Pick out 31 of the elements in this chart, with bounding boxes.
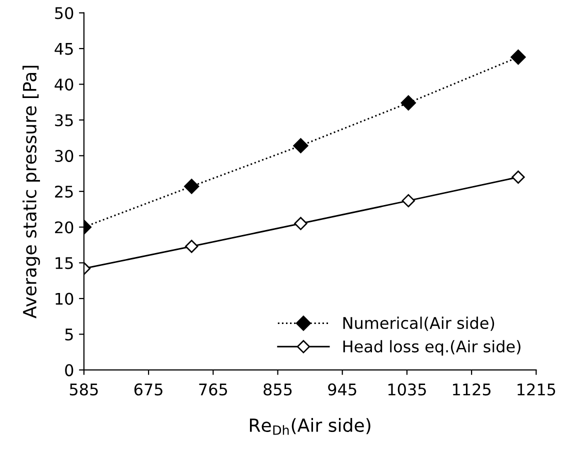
- y-tick-label: 25: [55, 186, 73, 198]
- x-axis-title: Re$_{Dh}$(Air side): [250, 418, 370, 435]
- y-tick-label: 50: [55, 7, 74, 20]
- y-tick-label: 35: [55, 114, 73, 126]
- y-tick-label: 15: [56, 257, 73, 270]
- x-tick-label: 1125: [452, 383, 490, 396]
- x-tick-label: 855: [264, 383, 292, 396]
- point: [402, 194, 415, 208]
- point: [185, 240, 198, 253]
- point: [400, 95, 416, 110]
- point: [293, 138, 308, 154]
- point: [294, 216, 308, 230]
- y-tick-label: 5: [65, 328, 73, 341]
- x-tick-label: 585: [70, 383, 98, 396]
- x-tick-label: 1035: [388, 383, 426, 396]
- x-tick-label: 1215: [518, 383, 556, 396]
- y-tick-label: 45: [54, 42, 73, 55]
- point: [512, 170, 525, 184]
- legend-label: Numerical(Air side): [343, 316, 494, 331]
- point: [184, 178, 200, 194]
- legend-label: Head loss eq.(Air side): [343, 340, 520, 356]
- y-tick-label: 30: [55, 150, 74, 162]
- y-tick-label: 10: [56, 292, 74, 305]
- x-tick-label: 945: [328, 383, 356, 396]
- point: [510, 50, 526, 65]
- y-tick-label: 40: [54, 78, 74, 91]
- x-tick-label: 765: [199, 383, 227, 396]
- x-tick-label: 675: [134, 383, 162, 396]
- y-tick-label: 20: [55, 221, 74, 234]
- y-axis-title: Average static pressure [Pa]: [22, 66, 40, 318]
- y-tick-label: 0: [65, 364, 74, 376]
